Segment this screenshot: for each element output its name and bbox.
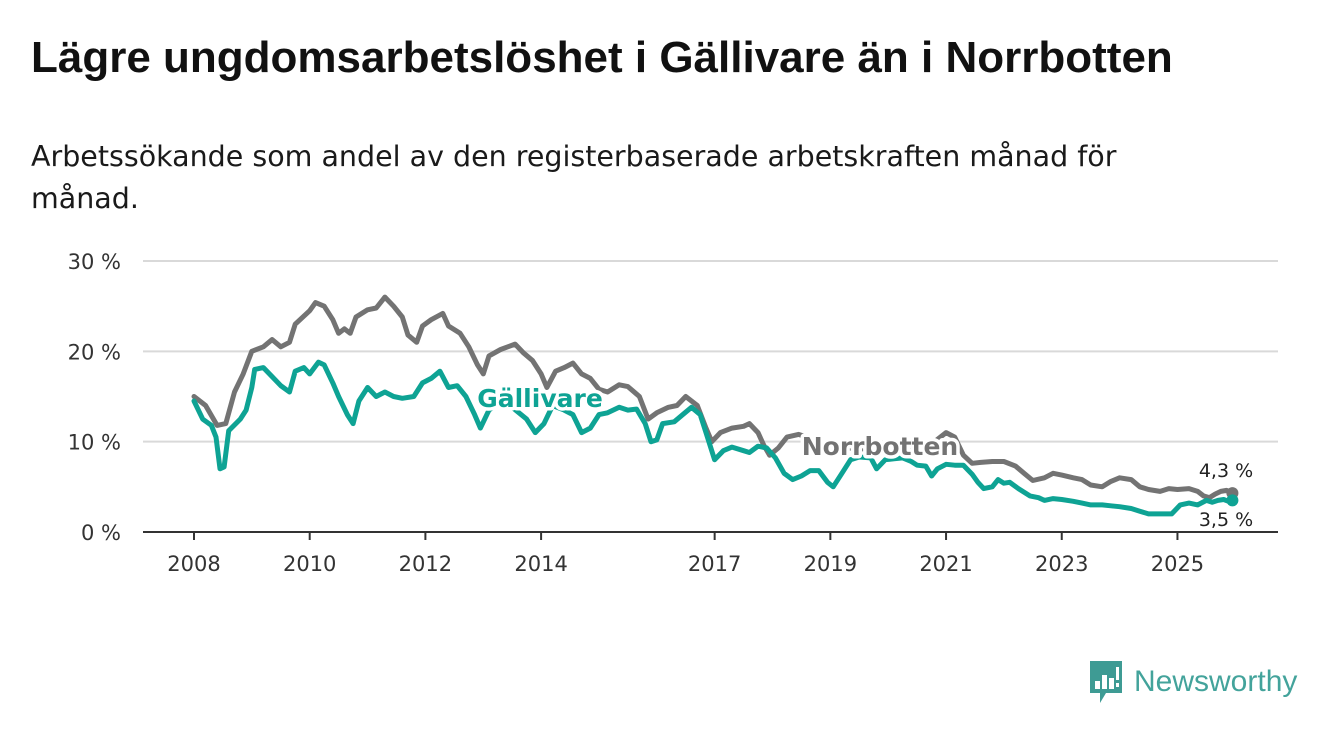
x-tick-label: 2023 bbox=[1035, 552, 1088, 576]
y-tick-label: 0 % bbox=[81, 521, 121, 545]
series-line-norrbotten bbox=[191, 294, 1235, 501]
chart-subtitle: Arbetssökande som andel av den registerb… bbox=[31, 140, 1117, 215]
x-tick-label: 2025 bbox=[1151, 552, 1204, 576]
end-point-marker-gallivare bbox=[1226, 494, 1239, 507]
y-axis-ticks: 0 % 10 % 20 % 30 % bbox=[68, 250, 121, 545]
y-tick-label: 20 % bbox=[68, 340, 121, 364]
x-axis: 2008 2010 2012 2014 2017 2019 2021 2023 2025 bbox=[143, 531, 1278, 576]
x-tick-label: 2019 bbox=[804, 552, 857, 576]
x-tick-label: 2014 bbox=[514, 552, 567, 576]
series-name-label-norrbotten: Norrbotten bbox=[802, 432, 958, 461]
y-tick-label: 30 % bbox=[68, 250, 121, 274]
newsworthy-logo-icon bbox=[1090, 661, 1122, 703]
gridlines bbox=[143, 260, 1278, 443]
x-tick-label: 2012 bbox=[399, 552, 452, 576]
chart-title: Lägre ungdomsarbetslöshet i Gällivare än… bbox=[31, 33, 1173, 82]
y-tick-label: 10 % bbox=[68, 431, 121, 455]
brand-name: Newsworthy bbox=[1134, 665, 1298, 698]
x-tick-label: 2021 bbox=[919, 552, 972, 576]
series-labels: Norrbotten 4,3 % Gällivare 3,5 % bbox=[474, 381, 1253, 532]
end-value-label-gallivare: 3,5 % bbox=[1199, 509, 1253, 531]
series-name-label-gallivare: Gällivare bbox=[477, 384, 603, 413]
x-tick-label: 2010 bbox=[283, 552, 336, 576]
newsworthy-branding: Newsworthy bbox=[1088, 659, 1297, 705]
end-value-label-norrbotten: 4,3 % bbox=[1199, 460, 1253, 482]
series-lines bbox=[191, 294, 1235, 517]
series-line-gallivare bbox=[191, 359, 1235, 517]
x-tick-label: 2008 bbox=[167, 552, 220, 576]
x-tick-label: 2017 bbox=[688, 552, 741, 576]
